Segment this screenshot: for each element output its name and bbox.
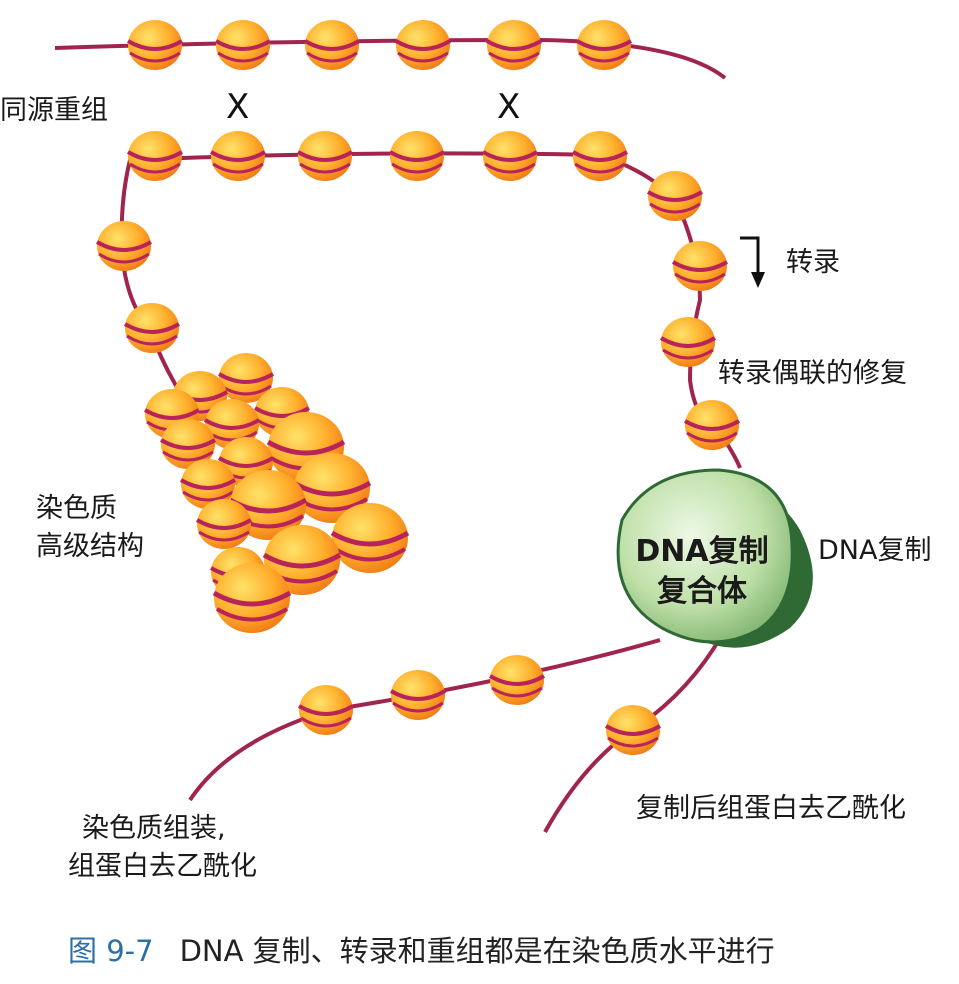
- chromatin-cluster: [143, 351, 408, 633]
- nucleosome-column-right: [646, 169, 741, 452]
- label-chromatin-line2: 高级结构: [36, 531, 144, 562]
- label-chromatin-higher-structure: 染色质 高级结构: [36, 490, 144, 566]
- transcription-arrow: [740, 236, 760, 280]
- figure-caption: 图 9-7 DNA 复制、转录和重组都是在染色质水平进行: [68, 928, 775, 970]
- figure-caption-text: DNA 复制、转录和重组都是在染色质水平进行: [179, 934, 775, 968]
- label-transcription-coupled-repair: 转录偶联的修复: [718, 358, 907, 389]
- label-complex-line1: DNA复制: [635, 534, 769, 569]
- label-homologous-recombination: 同源重组: [0, 95, 108, 126]
- label-replication-complex: DNA复制 复合体: [632, 532, 772, 612]
- label-assembly-line2: 组蛋白去乙酰化: [68, 851, 257, 882]
- label-complex-line2: 复合体: [657, 574, 747, 609]
- nucleosome-column-left: [95, 219, 181, 355]
- crossover-mark-left: X: [226, 87, 249, 127]
- label-post-replication-deacetylation: 复制后组蛋白去乙酰化: [636, 793, 906, 824]
- label-chromatin-line1: 染色质: [36, 493, 117, 524]
- label-transcription: 转录: [786, 247, 840, 278]
- label-dna-replication: DNA复制: [818, 535, 932, 566]
- figure-number: 图 9-7: [68, 934, 154, 968]
- label-chromatin-assembly: 染色质组装, 组蛋白去乙酰化: [68, 810, 257, 886]
- transcription-arrow-head: [751, 272, 765, 288]
- dna-replication-complex: [616, 468, 813, 648]
- label-assembly-line1: 染色质组装,: [82, 813, 226, 844]
- crossover-mark-right: X: [497, 87, 520, 127]
